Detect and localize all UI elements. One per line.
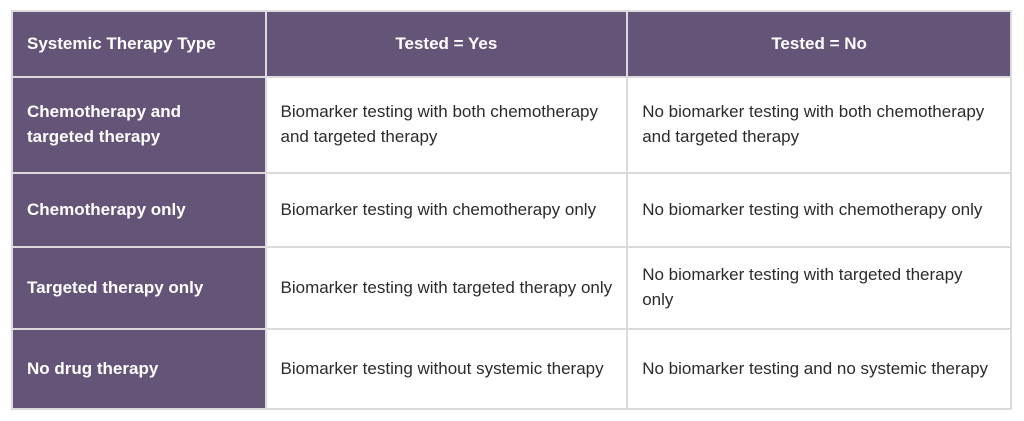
header-tested-yes: Tested = Yes xyxy=(266,12,627,76)
header-tested-no: Tested = No xyxy=(628,12,1010,76)
row-label-no-drug-therapy: No drug therapy xyxy=(13,330,265,408)
table-header-row: Systemic Therapy Type Tested = Yes Teste… xyxy=(13,12,1010,76)
cell-no-drug-therapy-tested-yes: Biomarker testing without systemic thera… xyxy=(266,330,627,408)
cell-chemo-and-targeted-tested-yes: Biomarker testing with both chemotherapy… xyxy=(266,78,627,172)
cell-chemo-only-tested-no: No biomarker testing with chemotherapy o… xyxy=(628,174,1010,246)
row-label-chemo-only: Chemotherapy only xyxy=(13,174,265,246)
header-systemic-therapy-type: Systemic Therapy Type xyxy=(13,12,265,76)
table-row: Chemotherapy only Biomarker testing with… xyxy=(13,174,1010,246)
cell-targeted-only-tested-yes: Biomarker testing with targeted therapy … xyxy=(266,248,627,328)
table-row: No drug therapy Biomarker testing withou… xyxy=(13,330,1010,408)
cell-chemo-only-tested-yes: Biomarker testing with chemotherapy only xyxy=(266,174,627,246)
row-label-chemo-and-targeted: Chemotherapy and targeted therapy xyxy=(13,78,265,172)
cell-targeted-only-tested-no: No biomarker testing with targeted thera… xyxy=(628,248,1010,328)
therapy-biomarker-table: Systemic Therapy Type Tested = Yes Teste… xyxy=(11,10,1012,410)
cell-no-drug-therapy-tested-no: No biomarker testing and no systemic the… xyxy=(628,330,1010,408)
row-label-targeted-only: Targeted therapy only xyxy=(13,248,265,328)
table-row: Chemotherapy and targeted therapy Biomar… xyxy=(13,78,1010,172)
cell-chemo-and-targeted-tested-no: No biomarker testing with both chemother… xyxy=(628,78,1010,172)
table-row: Targeted therapy only Biomarker testing … xyxy=(13,248,1010,328)
